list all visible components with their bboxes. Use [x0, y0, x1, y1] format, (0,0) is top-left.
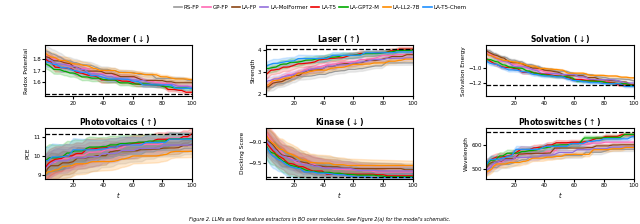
Title: Photovoltaics ($\uparrow$): Photovoltaics ($\uparrow$): [79, 116, 158, 127]
Title: Photoswitches ($\uparrow$): Photoswitches ($\uparrow$): [518, 116, 602, 127]
Y-axis label: Redox Potential: Redox Potential: [24, 48, 29, 94]
Legend: RS-FP, GP-FP, LA-FP, LA-MolFormer, LA-T5, LA-GPT2-M, LA-LL2-7B, LA-T5-Chem: RS-FP, GP-FP, LA-FP, LA-MolFormer, LA-T5…: [172, 3, 468, 12]
Title: Redoxmer ($\downarrow$): Redoxmer ($\downarrow$): [86, 33, 150, 45]
Title: Laser ($\uparrow$): Laser ($\uparrow$): [317, 33, 361, 45]
Title: Kinase ($\downarrow$): Kinase ($\downarrow$): [315, 116, 364, 127]
Y-axis label: Wavelength: Wavelength: [464, 136, 469, 171]
X-axis label: $t$: $t$: [116, 190, 121, 200]
Title: Solvation ($\downarrow$): Solvation ($\downarrow$): [530, 33, 590, 45]
X-axis label: $t$: $t$: [337, 190, 342, 200]
Text: Figure 2. LLMs as fixed feature extractors in BO over molecules. See Figure 2(a): Figure 2. LLMs as fixed feature extracto…: [189, 217, 451, 222]
Y-axis label: Solvation Energy: Solvation Energy: [461, 46, 466, 95]
X-axis label: $t$: $t$: [557, 190, 563, 200]
Y-axis label: Strength: Strength: [250, 58, 255, 83]
Y-axis label: PCE: PCE: [26, 148, 31, 159]
Y-axis label: Docking Score: Docking Score: [240, 132, 245, 174]
